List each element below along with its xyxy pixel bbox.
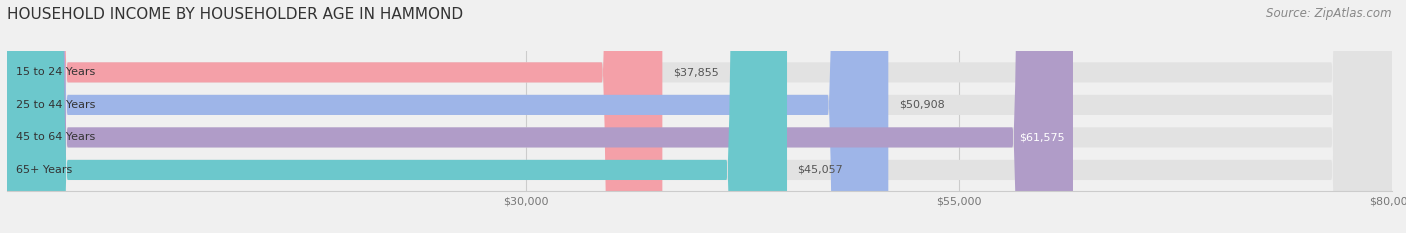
Text: 25 to 44 Years: 25 to 44 Years [15, 100, 96, 110]
Text: $37,855: $37,855 [672, 67, 718, 77]
FancyBboxPatch shape [7, 0, 889, 233]
Text: 65+ Years: 65+ Years [15, 165, 72, 175]
Text: 15 to 24 Years: 15 to 24 Years [15, 67, 96, 77]
FancyBboxPatch shape [7, 0, 1392, 233]
FancyBboxPatch shape [7, 0, 662, 233]
Text: HOUSEHOLD INCOME BY HOUSEHOLDER AGE IN HAMMOND: HOUSEHOLD INCOME BY HOUSEHOLDER AGE IN H… [7, 7, 463, 22]
FancyBboxPatch shape [7, 0, 787, 233]
FancyBboxPatch shape [7, 0, 1073, 233]
Text: $50,908: $50,908 [898, 100, 945, 110]
Text: 45 to 64 Years: 45 to 64 Years [15, 132, 96, 142]
Text: $45,057: $45,057 [797, 165, 844, 175]
FancyBboxPatch shape [7, 0, 1392, 233]
Text: $61,575: $61,575 [1019, 132, 1064, 142]
FancyBboxPatch shape [7, 0, 1392, 233]
Text: Source: ZipAtlas.com: Source: ZipAtlas.com [1267, 7, 1392, 20]
FancyBboxPatch shape [7, 0, 1392, 233]
